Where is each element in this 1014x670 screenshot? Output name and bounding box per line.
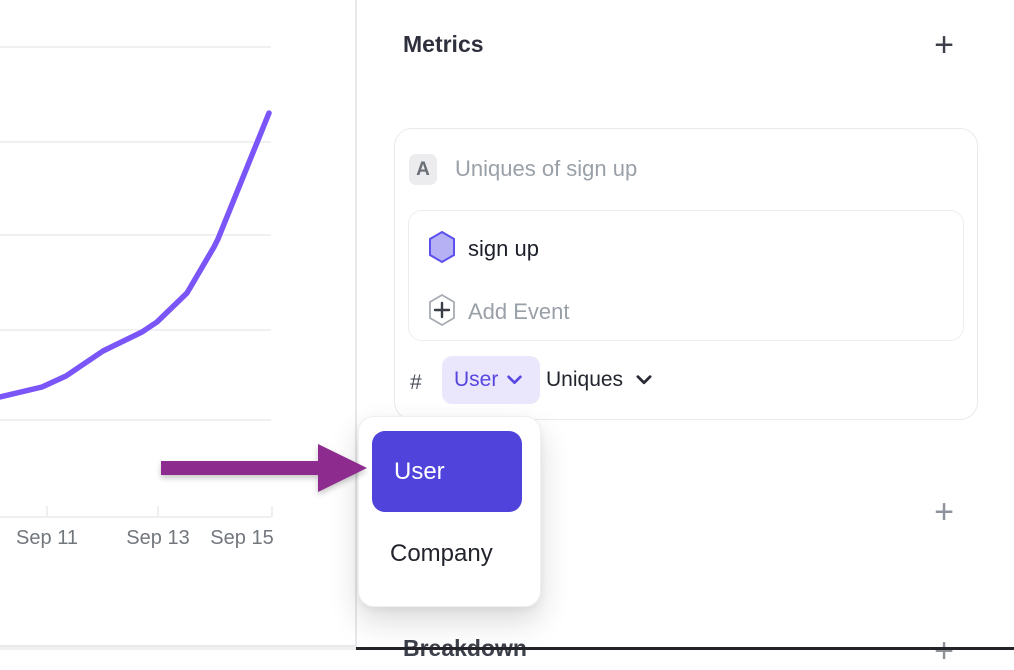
metrics-title: Metrics: [403, 31, 484, 57]
add-event-label: Add Event: [468, 299, 570, 324]
chart-card-bottom-strip: [0, 647, 355, 650]
chevron-down-icon: [507, 375, 523, 385]
aggregation-selector[interactable]: Uniques: [546, 356, 652, 404]
entity-label: User: [454, 368, 499, 391]
dropdown-option-company[interactable]: Company: [372, 532, 522, 576]
x-axis-label: Sep 11: [16, 527, 78, 549]
annotation-arrow-icon: [161, 444, 367, 492]
metric-card: A Uniques of sign up sign up Add Event #…: [394, 128, 978, 420]
event-row-sign-up[interactable]: sign up: [409, 217, 963, 277]
event-name: sign up: [468, 236, 539, 261]
line-chart-svg: [0, 46, 273, 518]
x-axis-label: Sep 15: [210, 527, 274, 549]
bottom-window-edge: [356, 647, 1014, 650]
chevron-down-icon: [636, 375, 652, 385]
add-breakdown-button[interactable]: +: [934, 632, 954, 670]
add-metric-button[interactable]: +: [934, 26, 954, 64]
event-hexagon-icon: [429, 230, 455, 264]
chart-card-bottom-border: [0, 645, 355, 647]
metric-name-input[interactable]: Uniques of sign up: [455, 156, 638, 181]
section-add-button[interactable]: +: [934, 493, 954, 531]
events-card: sign up Add Event: [408, 210, 964, 341]
dropdown-option-label: Company: [390, 540, 493, 567]
x-axis-label: Sep 13: [126, 527, 190, 549]
hash-icon: #: [410, 371, 422, 394]
add-event-hexagon-icon: [429, 293, 455, 327]
entity-selector[interactable]: User: [442, 356, 540, 404]
dropdown-option-user[interactable]: User: [372, 431, 522, 512]
metric-badge: A: [409, 154, 437, 185]
panel-separator: [355, 0, 357, 650]
chart-panel: Sep 11 Sep 13 Sep 15: [0, 0, 355, 650]
aggregation-label: Uniques: [546, 368, 624, 391]
entity-dropdown: User Company: [358, 416, 541, 607]
dropdown-option-label: User: [394, 457, 445, 485]
add-event-row[interactable]: Add Event: [409, 280, 963, 340]
